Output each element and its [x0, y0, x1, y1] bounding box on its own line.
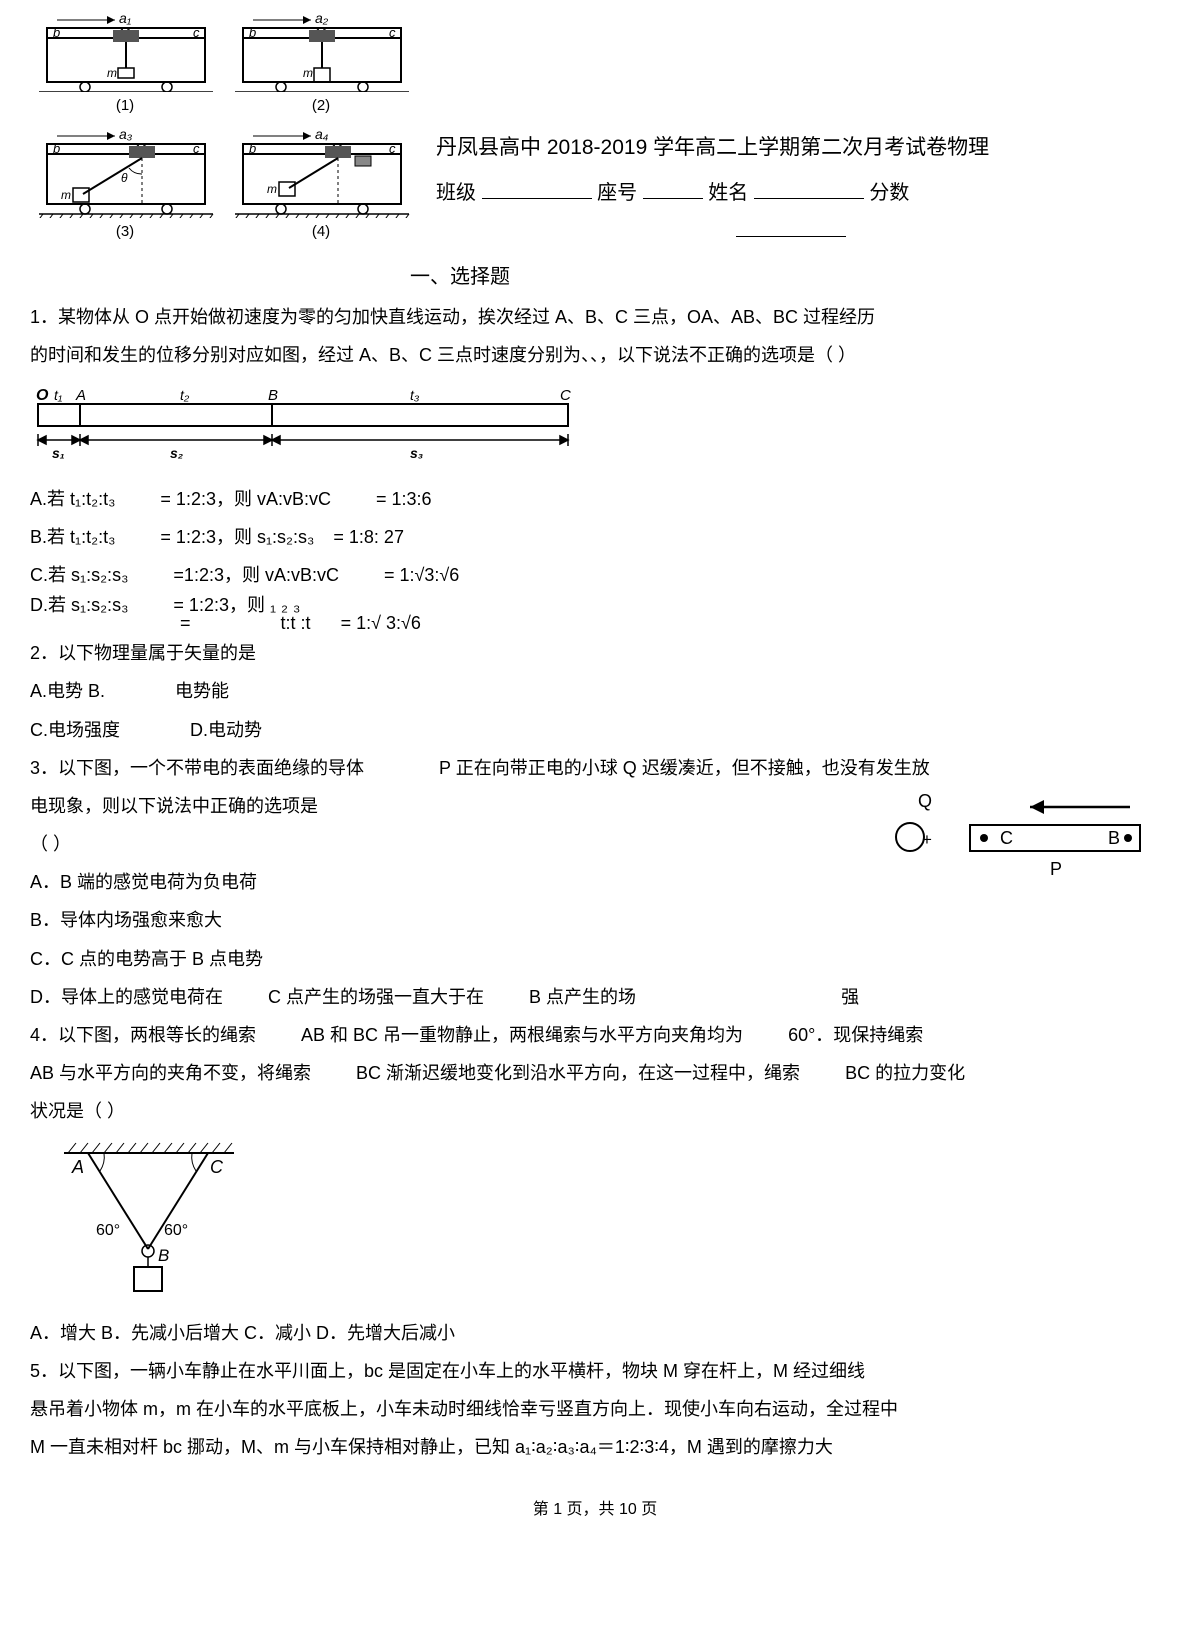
header-fields: 班级 座号 姓名 分数 [436, 174, 1160, 212]
svg-text:c: c [193, 25, 200, 40]
svg-text:m: m [267, 182, 277, 196]
svg-text:s₂: s₂ [170, 445, 183, 461]
q2-optAB: A.电势 B.电势能 [30, 674, 1160, 708]
svg-text:c: c [389, 25, 396, 40]
svg-text:O: O [36, 387, 49, 404]
svg-text:+: + [922, 830, 932, 849]
svg-text:b: b [249, 25, 256, 40]
svg-text:a₁: a₁ [119, 10, 132, 26]
paper-title: 丹凤县高中 2018-2019 学年高二上学期第二次月考试卷物理 [436, 128, 1160, 168]
q4-figure-svg: A C 60° 60° B [54, 1139, 244, 1299]
svg-text:t₁: t₁ [54, 387, 63, 403]
svg-text:B: B [158, 1246, 169, 1265]
q3-optC: C．C 点的电势高于 B 点电势 [30, 942, 1160, 976]
svg-text:C: C [560, 387, 571, 404]
field-banji-label: 班级 [436, 182, 476, 204]
diagram-3-svg: a₃ b M c θ m [35, 126, 215, 218]
diagram-3-label: (3) [116, 218, 134, 247]
svg-text:t₃: t₃ [410, 387, 420, 403]
svg-text:B: B [268, 387, 278, 404]
header-block: 丹凤县高中 2018-2019 学年高二上学期第二次月考试卷物理 班级 座号 姓… [416, 10, 1160, 252]
q3-optB: B．导体内场强愈来愈大 [30, 903, 830, 937]
q3-figure-svg: Q + C B P [860, 789, 1160, 899]
q1-optD: D.若 s₁:s₂:s₃ = 1:2:3，则 ₁ ₂ ₃ = t:t :t = … [30, 596, 1160, 632]
q1-stem-b: 的时间和发生的位移分别对应如图，经过 A、B、C 三点时速度分别为、、，以下说法… [30, 338, 1160, 372]
diagram-4-label: (4) [312, 218, 330, 247]
diagram-3: a₃ b M c θ m [30, 126, 220, 246]
q4-stem-3: 状况是（ ） [30, 1094, 1160, 1128]
q3-figure: Q + C B P [860, 789, 1160, 942]
q3-paren: （ ） [30, 827, 830, 861]
section-1-title: 一、选择题 [30, 258, 1160, 296]
q1-timeline-svg: O t₁ A t₂ B t₃ C s₁ s₂ s₃ [30, 384, 590, 462]
q4-stem-1: 4．以下图，两根等长的绳索 AB 和 BC 吊一重物静止，两根绳索与水平方向夹角… [30, 1018, 1160, 1052]
q4-opts: A．增大 B．先减小后增大 C．减小 D．先增大后减小 [30, 1316, 1160, 1350]
diagram-1-svg: a₁ b M c m [35, 10, 215, 92]
q5-l3: M 一直未相对杆 bc 挪动，M、m 与小车保持相对静止，已知 a₁∶a₂∶a₃… [30, 1430, 1160, 1464]
svg-text:A: A [75, 387, 86, 404]
q1-optA: A.若 t₁:t₂:t₃ = 1:2:3，则 vA:vB:vC = 1:3:6 [30, 482, 1160, 516]
q2-optCD: C.电场强度D.电动势 [30, 713, 1160, 747]
q4-stem-2: AB 与水平方向的夹角不变，将绳索 BC 渐渐迟缓地变化到沿水平方向，在这一过程… [30, 1056, 1160, 1090]
svg-text:t₂: t₂ [180, 387, 190, 403]
diagram-2-label: (2) [312, 92, 330, 121]
q3-optD: D．导体上的感觉电荷在 C 点产生的场强一直大于在 B 点产生的场 强 [30, 980, 1160, 1014]
svg-text:B: B [1108, 828, 1120, 848]
blank-xingming[interactable] [754, 179, 864, 199]
svg-text:a₄: a₄ [315, 126, 329, 142]
svg-text:60°: 60° [96, 1222, 120, 1239]
svg-text:c: c [389, 141, 396, 156]
svg-text:c: c [193, 141, 200, 156]
q2-stem: 2．以下物理量属于矢量的是 [30, 636, 1160, 670]
diagram-1: a₁ b M c m [30, 10, 220, 120]
q5-l1: 5．以下图，一辆小车静止在水平川面上，bc 是固定在小车上的水平横杆，物块 M … [30, 1354, 1160, 1388]
q3-stem-row1: 3．以下图，一个不带电的表面绝缘的导体 P 正在向带正电的小球 Q 迟缓凑近，但… [30, 751, 1160, 785]
svg-text:C: C [210, 1157, 224, 1177]
q1-optB: B.若 t₁:t₂:t₃ = 1:2:3，则 s₁:s₂:s₃ = 1:8: 2… [30, 520, 1160, 554]
top-section: a₁ b M c m [30, 10, 1160, 252]
field-zuohao-label: 座号 [597, 182, 637, 204]
field-fenshu-label: 分数 [869, 182, 909, 204]
blank-fenshu[interactable] [736, 217, 846, 237]
q1-optC: C.若 s₁:s₂:s₃ =1:2:3，则 vA:vB:vC = 1:√3:√6 [30, 558, 1160, 592]
svg-text:C: C [1000, 828, 1013, 848]
svg-text:m: m [107, 66, 117, 80]
blank-zuohao[interactable] [643, 179, 703, 199]
svg-text:b: b [53, 25, 60, 40]
diagram-1-label: (1) [116, 92, 134, 121]
svg-text:s₃: s₃ [410, 445, 423, 461]
svg-text:a₃: a₃ [119, 126, 133, 142]
svg-text:m: m [61, 188, 71, 202]
svg-text:θ: θ [121, 171, 128, 185]
svg-text:P: P [1050, 859, 1062, 879]
q3-stem-row2: 电现象，则以下说法中正确的选项是 [30, 789, 830, 823]
diagram-4: a₄ b M c m [226, 126, 416, 246]
diagram-grid: a₁ b M c m [30, 10, 416, 246]
field-xingming-label: 姓名 [708, 182, 748, 204]
diagram-2: a₂ b M c m [226, 10, 416, 120]
page-footer: 第 1 页，共 10 页 [30, 1495, 1160, 1525]
q3-optA: A．B 端的感觉电荷为负电荷 [30, 865, 830, 899]
blank-banji[interactable] [482, 179, 592, 199]
svg-text:m: m [303, 66, 313, 80]
diagram-2-svg: a₂ b M c m [231, 10, 411, 92]
svg-text:60°: 60° [164, 1222, 188, 1239]
svg-text:A: A [71, 1157, 84, 1177]
svg-text:b: b [249, 141, 256, 156]
diagram-4-svg: a₄ b M c m [231, 126, 411, 218]
q5-l2: 悬吊着小物体 m，m 在小车的水平底板上，小车未动时细线恰幸亏竖直方向上．现使小… [30, 1392, 1160, 1426]
svg-text:Q: Q [918, 791, 932, 811]
q1-stem-a: 1．某物体从 O 点开始做初速度为零的匀加快直线运动，挨次经过 A、B、C 三点… [30, 300, 1160, 334]
svg-text:s₁: s₁ [52, 445, 65, 461]
svg-text:b: b [53, 141, 60, 156]
svg-text:a₂: a₂ [315, 10, 329, 26]
